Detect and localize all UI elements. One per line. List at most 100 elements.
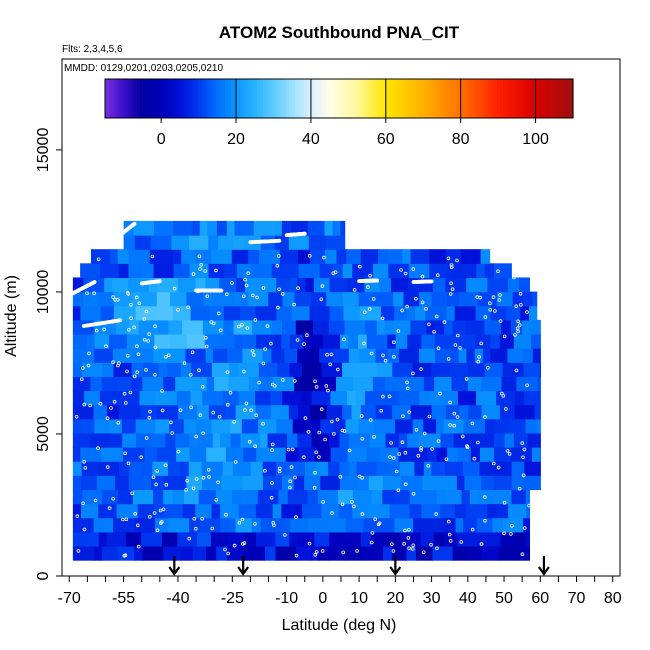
heatmap-cell <box>366 333 388 349</box>
heatmap-cell <box>423 461 433 476</box>
heatmap-cell <box>298 249 311 264</box>
sample-point <box>276 305 280 310</box>
sample-point <box>170 431 174 435</box>
heatmap-cell <box>212 348 228 363</box>
heatmap-cell <box>376 319 386 335</box>
heatmap-cell <box>431 517 444 533</box>
heatmap-cell <box>476 517 493 533</box>
heatmap-cell <box>305 461 317 476</box>
sample-point <box>527 503 531 508</box>
heatmap-cell <box>272 503 282 519</box>
heatmap-cell <box>232 291 241 307</box>
sample-point <box>435 546 439 550</box>
colorbar-segment <box>330 79 334 118</box>
heatmap-cell <box>436 447 448 462</box>
sample-point <box>272 383 277 388</box>
heatmap-cell <box>302 503 323 519</box>
sample-point <box>96 257 101 262</box>
heatmap-cell <box>128 249 151 264</box>
sample-point <box>448 292 453 296</box>
heatmap-cell <box>284 348 298 363</box>
sample-point <box>323 437 327 442</box>
heatmap-cell <box>362 362 378 377</box>
sample-point <box>80 377 84 382</box>
heatmap-cell <box>100 263 120 279</box>
latitude-marker-arrowhead <box>538 566 550 576</box>
heatmap-cell <box>305 418 321 434</box>
colorbar-segment <box>178 79 182 118</box>
sample-point <box>429 542 433 547</box>
heatmap-cell <box>98 503 108 519</box>
sample-point <box>381 394 385 399</box>
sample-point <box>319 297 324 302</box>
colorbar-segment <box>336 79 340 118</box>
heatmap-cell <box>351 404 362 420</box>
heatmap-cell <box>203 291 215 307</box>
heatmap-cell <box>468 404 483 420</box>
sample-point <box>411 543 416 548</box>
heatmap-cell <box>168 348 187 363</box>
heatmap-cell <box>225 404 237 420</box>
heatmap-cell <box>504 432 515 448</box>
heatmap-cell <box>427 447 438 462</box>
sample-point <box>83 466 88 470</box>
heatmap-cell <box>452 545 470 561</box>
heatmap-cell <box>501 376 517 392</box>
heatmap-cell <box>314 531 330 547</box>
heatmap-cell <box>182 319 204 335</box>
sample-point <box>82 402 87 407</box>
latitude-marker-arrowhead <box>389 566 402 576</box>
heatmap-cell <box>195 418 213 434</box>
heatmap-cell <box>72 503 82 519</box>
heatmap-cell <box>123 235 136 250</box>
sample-point <box>290 447 295 452</box>
heatmap-cell <box>484 263 495 279</box>
sample-point <box>129 302 133 307</box>
sample-point <box>86 363 91 368</box>
sample-point <box>509 532 513 536</box>
sample-point <box>153 345 158 350</box>
sample-point <box>169 420 173 425</box>
heatmap-cell <box>366 447 381 462</box>
heatmap-cell <box>257 489 279 505</box>
heatmap-cell <box>211 249 233 264</box>
colorbar-segment <box>183 79 188 118</box>
colorbar-segment <box>128 79 132 118</box>
sample-point <box>448 423 452 427</box>
heatmap-cell <box>499 404 516 420</box>
sample-point <box>117 361 121 365</box>
heatmap-cell <box>461 489 471 505</box>
heatmap-cell <box>255 277 270 293</box>
heatmap-cell <box>402 249 412 264</box>
heatmap-cell <box>72 517 95 533</box>
heatmap-cell <box>172 489 185 505</box>
heatmap-cell <box>128 277 150 293</box>
sample-point <box>250 349 255 353</box>
heatmap-cell <box>307 489 319 505</box>
heatmap-cell <box>155 418 170 434</box>
colorbar-segment <box>105 79 109 118</box>
heatmap-cell <box>129 461 142 476</box>
sample-point <box>402 541 406 546</box>
heatmap-cell <box>228 376 250 392</box>
x-axis-tick-label: 0 <box>318 590 327 607</box>
sample-point <box>82 459 86 464</box>
heatmap-cell <box>110 249 119 264</box>
sample-point <box>246 271 251 276</box>
sample-point <box>243 408 247 412</box>
sample-point <box>139 455 144 460</box>
heatmap-cell <box>326 517 347 533</box>
heatmap-cell <box>243 545 266 561</box>
heatmap-cell <box>346 249 362 264</box>
colorbar-segment <box>461 79 466 118</box>
heatmap-cell <box>98 531 108 547</box>
heatmap-cell <box>262 461 277 476</box>
sample-point <box>399 268 403 272</box>
sample-point <box>459 540 464 544</box>
heatmap-cell <box>524 461 541 476</box>
heatmap-cell <box>222 390 240 406</box>
sample-point <box>206 467 211 472</box>
colorbar-segment <box>260 79 264 118</box>
sample-point <box>164 354 168 359</box>
y-axis-tick-label: 15000 <box>35 128 52 173</box>
